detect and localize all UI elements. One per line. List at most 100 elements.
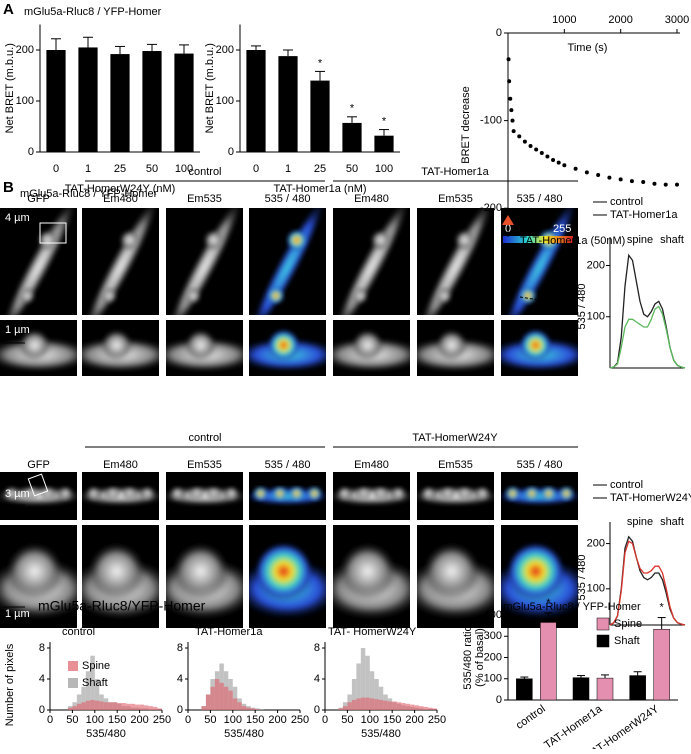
spine (58, 486, 73, 501)
histogram-bar (356, 663, 361, 710)
column-label: GFP (27, 193, 50, 205)
point (629, 179, 634, 184)
significance: * (350, 103, 355, 115)
spine (351, 329, 384, 361)
y-tick-label: 200 (587, 259, 605, 271)
micrograph (82, 320, 159, 376)
histogram-bar (423, 706, 429, 710)
x-tick-label: 250 (428, 714, 446, 726)
bar (629, 675, 646, 701)
legend-label: Shaft (82, 677, 108, 689)
x-tick-label: 150 (108, 714, 126, 726)
x-tick-label: 250 (153, 714, 171, 726)
histogram-bar (219, 682, 224, 710)
x-axis-label: 535/480 (224, 728, 264, 740)
histogram-bar (130, 703, 136, 710)
spine (506, 542, 565, 601)
column-label: Em480 (354, 459, 389, 471)
micrograph (417, 525, 494, 628)
x-tick-label: 0 (185, 714, 191, 726)
y-tick-label: 200 (216, 44, 234, 56)
x-axis-label: 535/480 (86, 728, 126, 740)
zoom-box (39, 222, 67, 244)
histogram-bar (67, 707, 73, 710)
spine (267, 287, 284, 304)
micrograph (82, 208, 159, 315)
x-tick-label: 100 (375, 163, 393, 175)
y-tick-label: 0 (228, 146, 234, 158)
spine (370, 230, 391, 251)
panel-label: B (3, 179, 14, 196)
micrograph (501, 320, 578, 376)
spine (307, 486, 322, 501)
spine (286, 230, 307, 251)
spine (119, 230, 140, 251)
legend-label: TAT-HomerW24Y (610, 492, 691, 504)
micrograph (166, 208, 243, 315)
column-label: Em535 (438, 193, 473, 205)
column-label: 535 / 480 (517, 193, 563, 205)
histogram-bar (369, 671, 375, 710)
bar (78, 47, 98, 153)
spine (289, 486, 304, 501)
spine (18, 329, 51, 361)
histogram-bar (365, 655, 370, 710)
point (522, 139, 527, 144)
dendrite (417, 487, 494, 505)
histogram-bar (378, 699, 384, 710)
histogram-bar (85, 700, 91, 710)
y-tick-label: 0 (314, 704, 320, 716)
point (675, 182, 679, 187)
y-axis-label: Number of pixels (4, 643, 16, 726)
bar (653, 628, 670, 701)
scale-bar-label: 1 µm (5, 608, 30, 620)
x-tick-label: 2000 (608, 14, 632, 26)
micrograph (333, 472, 410, 520)
subplot-title: TAT- HomerW24Y (328, 626, 417, 638)
dendrite (501, 487, 578, 505)
histogram-bar (90, 699, 95, 710)
bar (278, 56, 298, 153)
histogram-bar (374, 679, 379, 710)
histogram-bar (144, 705, 149, 710)
micrograph (417, 208, 494, 315)
micrograph (249, 208, 326, 315)
legend-label: control (610, 479, 643, 491)
x-tick-label: 1 (85, 163, 91, 175)
histogram-bar (374, 699, 379, 710)
y-tick-label: 100 (587, 583, 605, 595)
scale-bar-label: 3 µm (5, 488, 30, 500)
histogram-bar (205, 694, 211, 710)
y-tick-label: 400 (484, 609, 502, 621)
spine (475, 486, 490, 501)
y-tick-label: -200 (480, 202, 502, 214)
dendrite (333, 208, 410, 315)
spine (391, 486, 406, 501)
spine (421, 486, 436, 501)
point (507, 79, 512, 84)
micrograph (0, 472, 77, 520)
y-axis-label: Net BRET (m.b.u.) (4, 43, 16, 133)
point (506, 57, 511, 62)
point (562, 163, 567, 168)
legend-swatch (596, 634, 610, 648)
dendrite (249, 208, 326, 315)
micrograph (0, 525, 77, 628)
y-axis-label: 535 / 480 (576, 284, 588, 330)
chart-title: mGlu5a-Rluc8 / YFP-Homer (24, 6, 162, 18)
spine (351, 287, 368, 304)
histogram-bar (360, 697, 366, 710)
annotation: spine (627, 516, 653, 528)
y-tick-label: 100 (216, 95, 234, 107)
histogram-bar (351, 699, 357, 710)
bar (540, 622, 557, 701)
point (528, 144, 533, 149)
histogram-bar (246, 707, 251, 710)
histogram-bar (76, 694, 82, 710)
condition-label: control (188, 432, 221, 444)
x-tick-label: 1 (285, 163, 291, 175)
histogram-bar (360, 648, 366, 710)
x-tick-label: 100 (361, 714, 379, 726)
spine (435, 287, 452, 304)
x-tick-label: 100 (224, 714, 242, 726)
